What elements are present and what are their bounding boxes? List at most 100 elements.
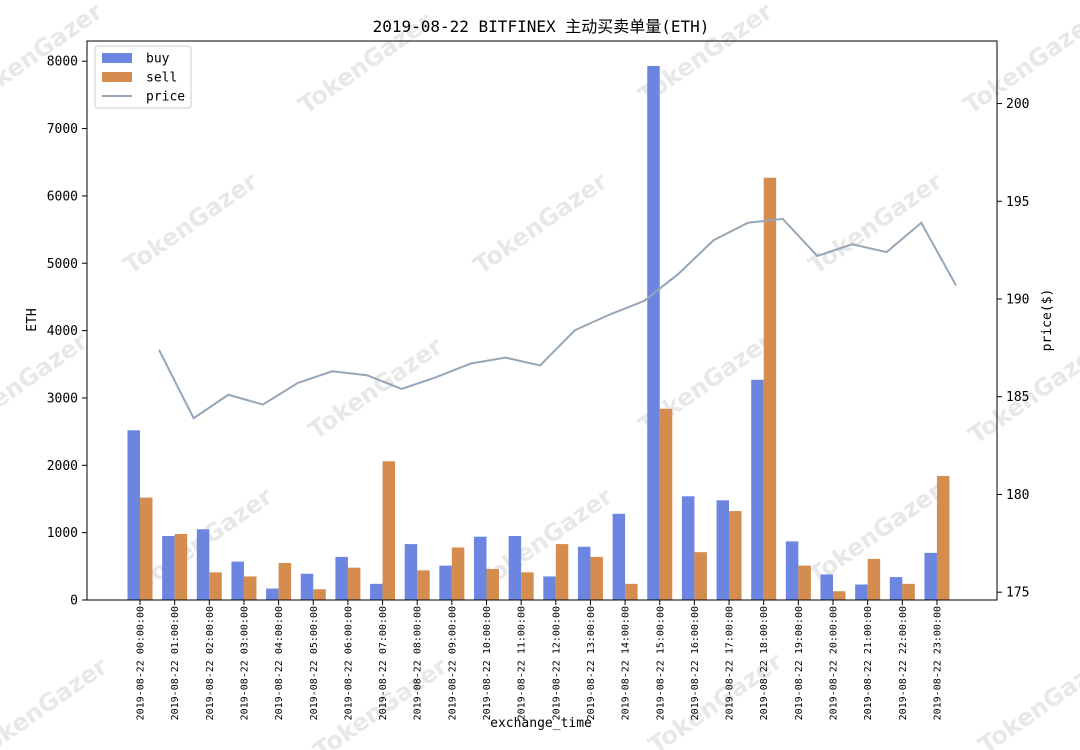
bar-sell <box>867 558 881 600</box>
bar-sell <box>451 547 465 600</box>
x-tick-label: 2019-08-22 07:00:00 <box>378 606 389 720</box>
y2-tick-label: 185 <box>1006 390 1029 405</box>
x-tick-label: 2019-08-22 02:00:00 <box>205 606 216 720</box>
bar-buy <box>300 573 314 600</box>
legend-swatch-buy <box>102 53 132 63</box>
bar-sell <box>729 511 742 600</box>
bar-sell <box>798 565 811 600</box>
x-tick-label: 2019-08-22 06:00:00 <box>343 606 354 720</box>
bar-sell <box>590 556 603 600</box>
watermark-text: TokenGazer <box>0 327 93 440</box>
bar-buy <box>543 576 556 600</box>
bar-buy <box>924 552 937 600</box>
bar-sell <box>140 497 153 600</box>
x-tick-label: 2019-08-22 23:00:00 <box>932 606 943 720</box>
x-tick-label: 2019-08-22 19:00:00 <box>794 606 805 720</box>
x-tick-label: 2019-08-22 05:00:00 <box>309 606 320 720</box>
watermark-text: TokenGazer <box>803 167 947 280</box>
x-tick-label: 2019-08-22 03:00:00 <box>239 606 250 720</box>
x-tick-label: 2019-08-22 00:00:00 <box>136 606 147 720</box>
x-tick-label: 2019-08-22 17:00:00 <box>725 606 736 720</box>
bar-sell <box>209 572 222 600</box>
x-tick-label: 2019-08-22 15:00:00 <box>655 606 666 720</box>
y-axis-label: ETH <box>25 308 40 331</box>
y-tick-label: 1000 <box>47 526 78 541</box>
chart-title: 2019-08-22 BITFINEX 主动买卖单量(ETH) <box>373 17 710 36</box>
y-tick-label: 2000 <box>47 459 78 474</box>
x-tick-label: 2019-08-22 16:00:00 <box>690 606 701 720</box>
bar-sell <box>694 552 707 600</box>
watermark-text: TokenGazer <box>118 167 262 280</box>
bar-sell <box>659 408 673 600</box>
bar-buy <box>508 536 522 600</box>
bar-buy <box>751 379 764 600</box>
bar-buy <box>716 500 730 600</box>
y2-tick-label: 190 <box>1006 293 1029 308</box>
bar-sell <box>313 589 326 600</box>
bar-sell <box>936 476 950 600</box>
y-tick-label: 3000 <box>47 391 78 406</box>
bar-buy <box>439 565 452 600</box>
bar-sell <box>486 569 499 600</box>
bar-buy <box>612 513 626 600</box>
bar-sell <box>763 177 777 600</box>
bar-buy <box>855 584 868 600</box>
watermark-text: TokenGazer <box>0 652 113 750</box>
bar-buy <box>335 556 348 600</box>
bar-buy <box>681 496 695 600</box>
y-tick-label: 6000 <box>47 189 78 204</box>
bar-sell <box>521 572 534 600</box>
bar-buy <box>231 561 244 600</box>
x-axis-label: exchange_time <box>490 716 592 731</box>
x-tick-label: 2019-08-22 04:00:00 <box>274 606 285 720</box>
x-axis: 2019-08-22 00:00:00 2019-08-22 01:00:00 20… <box>136 600 943 720</box>
bar-sell <box>347 567 361 600</box>
bar-buy <box>404 544 418 600</box>
legend-label-buy: buy <box>146 52 170 67</box>
bar-buy <box>370 583 383 600</box>
bar-sell <box>278 562 292 600</box>
bar-sell <box>625 583 638 600</box>
bar-sell <box>417 570 430 600</box>
x-tick-label: 2019-08-22 21:00:00 <box>863 606 874 720</box>
y2-tick-label: 195 <box>1006 195 1029 210</box>
y2-tick-label: 175 <box>1006 586 1029 601</box>
y-tick-label: 5000 <box>47 257 78 272</box>
bar-sell <box>833 591 846 600</box>
bar-sell <box>243 576 257 600</box>
bar-buy <box>577 546 591 600</box>
y-axis-right: 175 180 185 190 195 200 <box>997 97 1029 601</box>
y-axis-left: 0 1000 2000 3000 4000 5000 6000 7000 8000 <box>47 55 87 609</box>
watermark-text: TokenGazer <box>303 332 447 445</box>
bar-buy <box>647 65 660 601</box>
x-tick-label: 2019-08-22 12:00:00 <box>551 606 562 720</box>
x-tick-label: 2019-08-22 10:00:00 <box>482 606 493 720</box>
bars <box>127 65 950 601</box>
x-tick-label: 2019-08-22 13:00:00 <box>586 606 597 720</box>
y-tick-label: 4000 <box>47 324 78 339</box>
plot-frame <box>86 40 998 601</box>
watermark-text: TokenGazer <box>973 647 1080 750</box>
y2-tick-label: 180 <box>1006 488 1029 503</box>
y-tick-label: 7000 <box>47 122 78 137</box>
x-tick-label: 2019-08-22 11:00:00 <box>517 606 528 720</box>
legend-label-sell: sell <box>146 71 177 86</box>
watermark-text: TokenGazer <box>468 167 612 280</box>
y-tick-label: 0 <box>70 594 78 609</box>
bar-buy <box>162 536 175 600</box>
price-line <box>158 217 957 420</box>
bar-buy <box>785 541 799 600</box>
y2-axis-label: price($) <box>1040 289 1055 352</box>
bar-buy <box>474 536 487 600</box>
y2-tick-label: 200 <box>1006 97 1029 112</box>
bar-buy <box>820 574 833 600</box>
x-tick-label: 2019-08-22 09:00:00 <box>447 606 458 720</box>
bar-sell <box>382 461 396 600</box>
bar-sell <box>174 533 188 600</box>
y-tick-label: 8000 <box>47 55 78 70</box>
legend-label-price: price <box>146 90 185 105</box>
bar-buy <box>266 588 279 600</box>
price-line-group <box>158 217 957 420</box>
